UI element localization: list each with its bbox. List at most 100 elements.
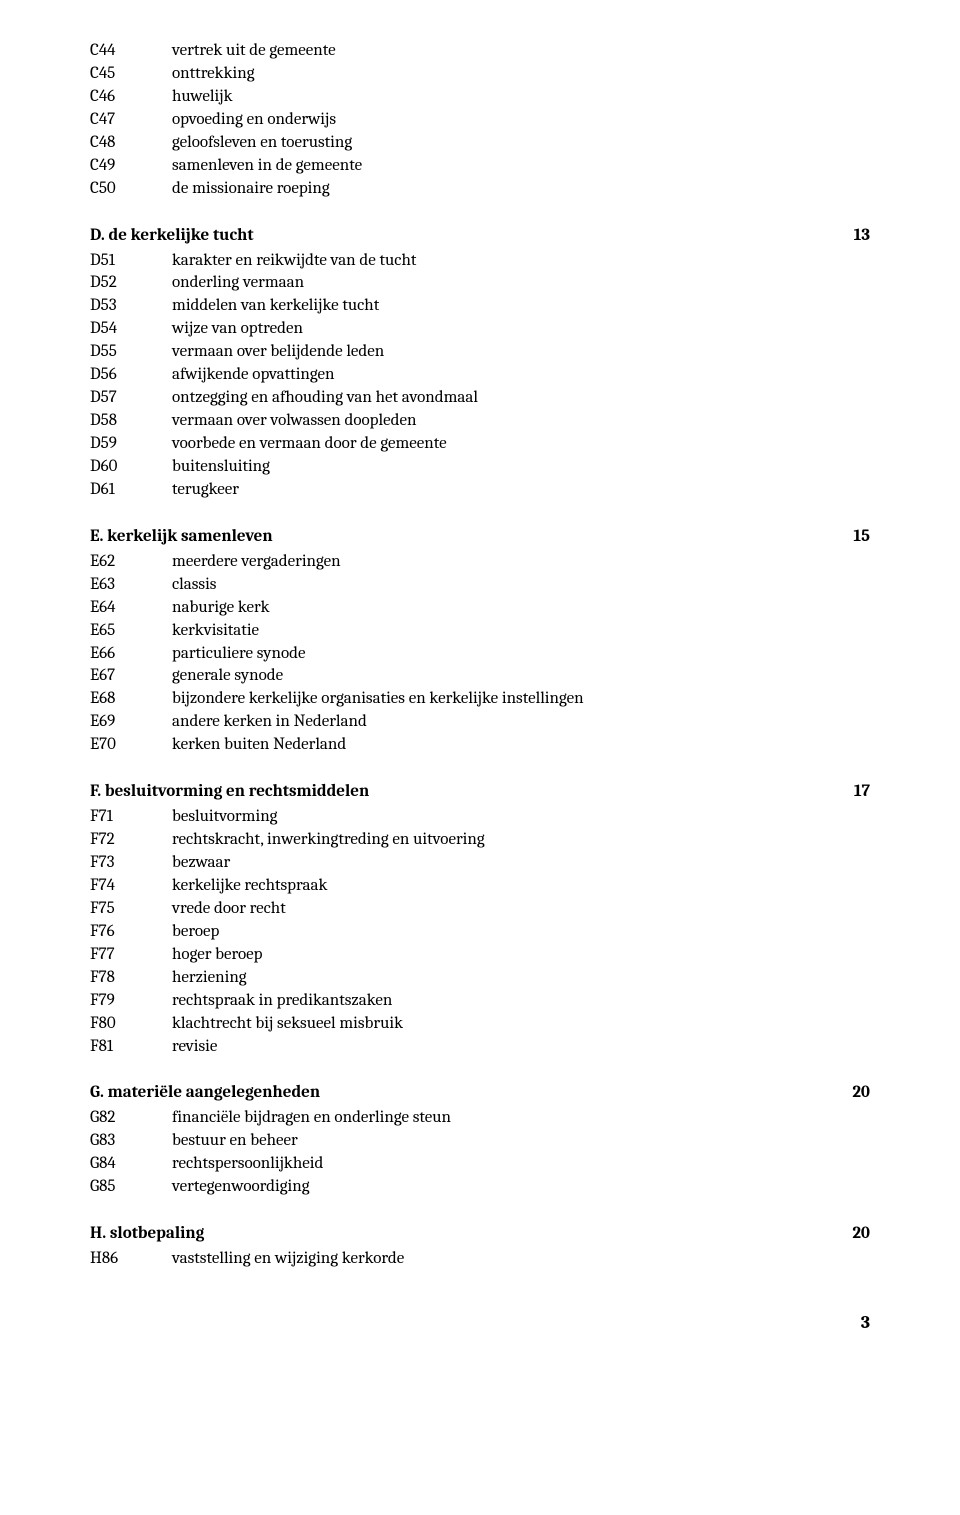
section-page: 20 [852,1082,870,1105]
toc-code: E68 [90,688,172,711]
section-header: F. besluitvorming en rechtsmiddelen 17 [90,781,870,804]
toc-description: financiële bijdragen en onderlinge steun [172,1107,870,1130]
toc-row: C48geloofsleven en toerusting [90,132,870,155]
toc-code: G85 [90,1176,172,1199]
toc-row: E67generale synode [90,665,870,688]
toc-description: ontzegging en afhouding van het avondmaa… [172,387,870,410]
section-page: 20 [852,1223,870,1246]
toc-description: buitensluiting [172,456,870,479]
toc-row: E62meerdere vergaderingen [90,551,870,574]
toc-code: D59 [90,433,172,456]
toc-description: beroep [172,921,870,944]
toc-code: F76 [90,921,172,944]
toc-description: huwelijk [172,86,870,109]
toc-description: rechtskracht, inwerkingtreding en uitvoe… [172,829,870,852]
toc-code: F75 [90,898,172,921]
toc-row: F78herziening [90,967,870,990]
toc-row: E65kerkvisitatie [90,620,870,643]
toc-row: F80klachtrecht bij seksueel misbruik [90,1013,870,1036]
toc-code: E64 [90,597,172,620]
toc-description: samenleven in de gemeente [172,155,870,178]
toc-row: E63classis [90,574,870,597]
toc-description: hoger beroep [172,944,870,967]
section-title: E. kerkelijk samenleven [90,526,273,549]
section-page: 15 [853,526,870,549]
toc-section: F. besluitvorming en rechtsmiddelen17F71… [90,781,870,1058]
toc-description: andere kerken in Nederland [172,711,870,734]
toc-row: F77hoger beroep [90,944,870,967]
toc-description: vrede door recht [172,898,870,921]
toc-code: C50 [90,178,172,201]
toc-row: F76beroep [90,921,870,944]
toc-code: G83 [90,1130,172,1153]
toc-code: D56 [90,364,172,387]
toc-description: middelen van kerkelijke tucht [172,295,870,318]
toc-description: bezwaar [172,852,870,875]
toc-description: de missionaire roeping [172,178,870,201]
toc-description: geloofsleven en toerusting [172,132,870,155]
toc-code: E69 [90,711,172,734]
toc-code: C49 [90,155,172,178]
toc-code: D55 [90,341,172,364]
toc-code: D54 [90,318,172,341]
toc-description: onderling vermaan [172,272,870,295]
toc-description: vaststelling en wijziging kerkorde [172,1248,870,1271]
toc-code: F71 [90,806,172,829]
document-content: C44vertrek uit de gemeenteC45onttrekking… [90,40,870,1271]
toc-row: G85vertegenwoordiging [90,1176,870,1199]
toc-row: F72rechtskracht, inwerkingtreding en uit… [90,829,870,852]
toc-row: C47opvoeding en onderwijs [90,109,870,132]
section-page: 17 [854,781,870,804]
toc-code: F77 [90,944,172,967]
section-header: H. slotbepaling20 [90,1223,870,1246]
toc-section: D. de kerkelijke tucht13D51karakter en r… [90,225,870,502]
toc-description: afwijkende opvattingen [172,364,870,387]
toc-row: D54wijze van optreden [90,318,870,341]
toc-row: F71besluitvorming [90,806,870,829]
toc-description: klachtrecht bij seksueel misbruik [172,1013,870,1036]
toc-code: G84 [90,1153,172,1176]
toc-description: rechtspraak in predikantszaken [172,990,870,1013]
toc-code: G82 [90,1107,172,1130]
toc-row: D60buitensluiting [90,456,870,479]
toc-description: kerkelijke rechtspraak [172,875,870,898]
toc-code: F72 [90,829,172,852]
toc-description: vermaan over belijdende leden [172,341,870,364]
toc-code: E70 [90,734,172,757]
toc-description: bestuur en beheer [172,1130,870,1153]
section-header: G. materiële aangelegenheden 20 [90,1082,870,1105]
toc-row: D59voorbede en vermaan door de gemeente [90,433,870,456]
toc-row: F79rechtspraak in predikantszaken [90,990,870,1013]
toc-code: H86 [90,1248,172,1271]
toc-row: C46huwelijk [90,86,870,109]
toc-row: D57ontzegging en afhouding van het avond… [90,387,870,410]
toc-row: G84rechtspersoonlijkheid [90,1153,870,1176]
toc-code: D58 [90,410,172,433]
toc-description: bijzondere kerkelijke organisaties en ke… [172,688,870,711]
toc-row: E68bijzondere kerkelijke organisaties en… [90,688,870,711]
toc-description: meerdere vergaderingen [172,551,870,574]
toc-description: classis [172,574,870,597]
toc-description: rechtspersoonlijkheid [172,1153,870,1176]
toc-code: F73 [90,852,172,875]
toc-description: vermaan over volwassen doopleden [172,410,870,433]
toc-code: D51 [90,250,172,273]
toc-section: E. kerkelijk samenleven15E62meerdere ver… [90,526,870,757]
toc-code: C45 [90,63,172,86]
toc-code: C46 [90,86,172,109]
toc-code: E65 [90,620,172,643]
toc-row: G82financiële bijdragen en onderlinge st… [90,1107,870,1130]
section-title: G. materiële aangelegenheden [90,1082,320,1105]
toc-description: vertrek uit de gemeente [172,40,870,63]
toc-code: F78 [90,967,172,990]
toc-row: C50de missionaire roeping [90,178,870,201]
toc-section: H. slotbepaling20H86vaststelling en wijz… [90,1223,870,1271]
toc-row: D52onderling vermaan [90,272,870,295]
toc-code: E62 [90,551,172,574]
section-page: 13 [854,225,870,248]
section-title: F. besluitvorming en rechtsmiddelen [90,781,369,804]
toc-code: F81 [90,1036,172,1059]
toc-code: C47 [90,109,172,132]
toc-code: D53 [90,295,172,318]
toc-description: particuliere synode [172,643,870,666]
